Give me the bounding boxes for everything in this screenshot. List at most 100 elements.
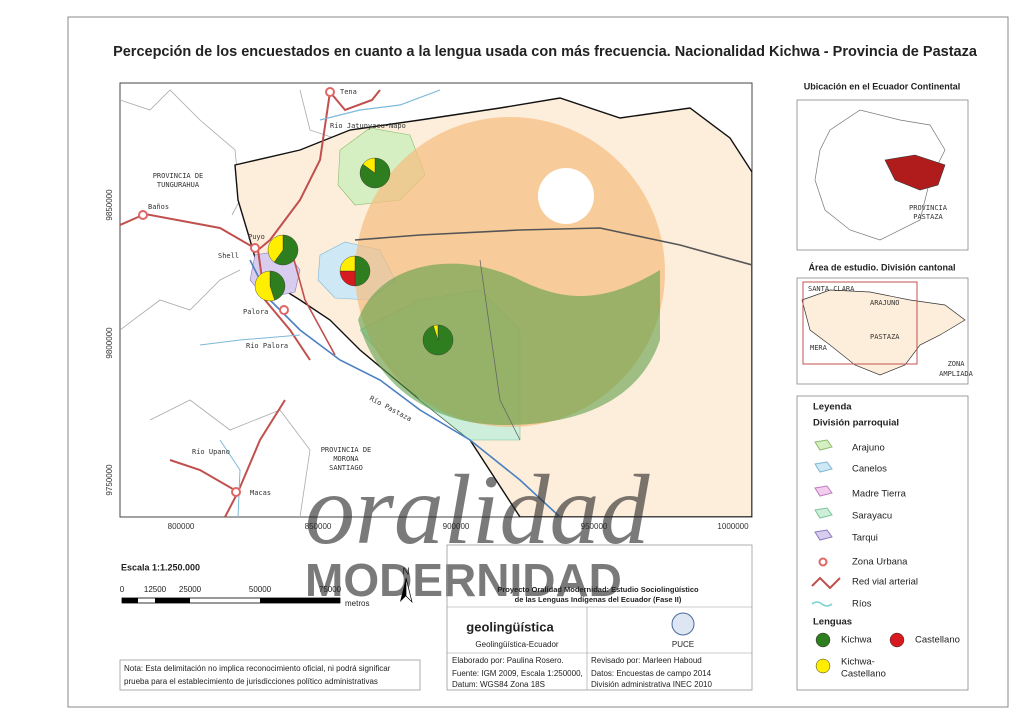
legend-label: Castellano — [915, 635, 960, 646]
note: Nota: Esta delimitación no implica recon… — [124, 664, 391, 673]
legend-swatch — [811, 601, 833, 607]
road — [256, 91, 331, 361]
legend-label: Canelos — [852, 464, 887, 475]
inset-label: PASTAZA — [913, 213, 943, 221]
legend-swatch — [814, 529, 833, 541]
logo-puce — [671, 612, 695, 636]
scale-tick: 12500 — [144, 585, 167, 594]
legend-label: Madre Tierra — [852, 489, 907, 500]
legend-label: Castellano — [841, 669, 886, 680]
watermark: oralidad — [305, 454, 650, 565]
place-label: Río Jatunyacu-Napo — [330, 122, 406, 130]
inset-label: AMPLIADA — [939, 370, 974, 378]
pie-slice — [273, 234, 299, 266]
river — [319, 89, 441, 121]
note-frame — [119, 659, 421, 691]
scale-segment — [122, 598, 138, 603]
legend-label: Red vial arterial — [852, 577, 918, 588]
legend-label: Kichwa- — [841, 657, 875, 668]
river — [199, 334, 301, 346]
road — [329, 89, 381, 112]
map-title: Percepción de los encuestados en cuanto … — [113, 44, 978, 60]
north-arrow-half — [405, 577, 413, 604]
project-box: Proyecto Oralidad Modernidad: Estudio So… — [446, 544, 753, 691]
legend-label: Ríos — [852, 599, 872, 610]
coord-label: 1000000 — [717, 522, 749, 531]
note: prueba para el establecimiento de jurisd… — [124, 677, 378, 686]
legend-swatch — [815, 632, 831, 648]
logo: geolingüística — [466, 619, 554, 634]
pie-slice — [362, 157, 376, 174]
language-area-green — [358, 263, 660, 425]
road — [120, 212, 259, 251]
coord-label: 9850000 — [105, 189, 114, 221]
legend-swatch — [814, 485, 833, 497]
inset-label: ZONA — [948, 360, 966, 368]
legend-label: Arajuno — [852, 443, 885, 454]
urban-zone — [231, 487, 241, 497]
north-label: N — [402, 567, 409, 578]
scale-bar — [121, 597, 341, 604]
inset-label: ARAJUNO — [870, 299, 900, 307]
scale-segment — [155, 598, 190, 603]
project-text: Proyecto Oralidad Modernidad: Estudio So… — [497, 585, 699, 594]
scale-tick: 50000 — [249, 585, 272, 594]
credit: Revisado por: Marleen Haboud — [591, 656, 702, 665]
canton-boundary — [479, 259, 521, 441]
urban-zone — [250, 243, 260, 253]
urban-zone — [138, 210, 148, 220]
place-label: Macas — [250, 489, 271, 497]
pie-slice — [433, 324, 439, 341]
scale-tick: 0 — [120, 585, 125, 594]
pastaza-highlight — [884, 154, 946, 191]
coord-label: 800000 — [168, 522, 195, 531]
coord-label: 900000 — [443, 522, 470, 531]
urban-zone — [325, 87, 335, 97]
canton-boundary — [354, 227, 752, 266]
legend-swatch — [815, 658, 831, 674]
project-frame — [446, 544, 753, 691]
credit: Fuente: IGM 2009, Escala 1:250000, — [452, 669, 583, 678]
credit: Elaborado por: Paulina Rosero. — [452, 656, 564, 665]
place-label: Río Palora — [246, 342, 288, 350]
inset-label: PROVINCIA — [909, 204, 948, 212]
coord-label: 9800000 — [105, 327, 114, 359]
boundary — [120, 269, 241, 331]
urban-zone — [279, 305, 289, 315]
legend-swatch — [818, 557, 828, 567]
pie-slice — [254, 270, 275, 302]
project-text: de las Lenguas Indígenas del Ecuador (Fa… — [515, 595, 682, 604]
place-label: PROVINCIA DE — [321, 446, 372, 454]
inset-label: MERA — [810, 344, 828, 352]
inset-label: SANTA CLARA — [808, 285, 855, 293]
scale-unit: metros — [345, 599, 369, 608]
legend-label: Kichwa — [841, 635, 872, 646]
inset-title: Ubicación en el Ecuador Continental — [804, 81, 961, 91]
coord-label: 950000 — [581, 522, 608, 531]
scale-segment — [260, 598, 340, 603]
legend-section: División parroquial — [813, 418, 899, 429]
logo-caption: Geolingüística-Ecuador — [475, 640, 558, 649]
pie-slice — [354, 255, 371, 287]
coord-label: 9750000 — [105, 464, 114, 496]
legend-label: Tarqui — [852, 533, 878, 544]
scale-title: Escala 1:1.250.000 — [121, 562, 200, 572]
pie-slice — [267, 234, 284, 263]
inset-title: Área de estudio. División cantonal — [808, 262, 955, 272]
place-label: Palora — [243, 308, 268, 316]
legend-swatch — [814, 439, 833, 451]
watermark: MODERNIDAD — [305, 554, 622, 606]
legend: Leyenda División parroquial Arajuno Cane… — [796, 395, 969, 691]
credit: División administrativa INEC 2010 — [591, 680, 712, 689]
coord-label: 850000 — [305, 522, 332, 531]
credit: Datos: Encuestas de campo 2014 — [591, 669, 712, 678]
north-arrow-half — [400, 578, 406, 602]
study-area — [801, 289, 966, 376]
place-label: Río Upano — [192, 448, 230, 456]
legend-swatch — [814, 507, 833, 519]
ecuador-outline — [814, 109, 946, 241]
place-label: Tena — [340, 88, 357, 96]
place-label: Shell — [218, 252, 239, 260]
